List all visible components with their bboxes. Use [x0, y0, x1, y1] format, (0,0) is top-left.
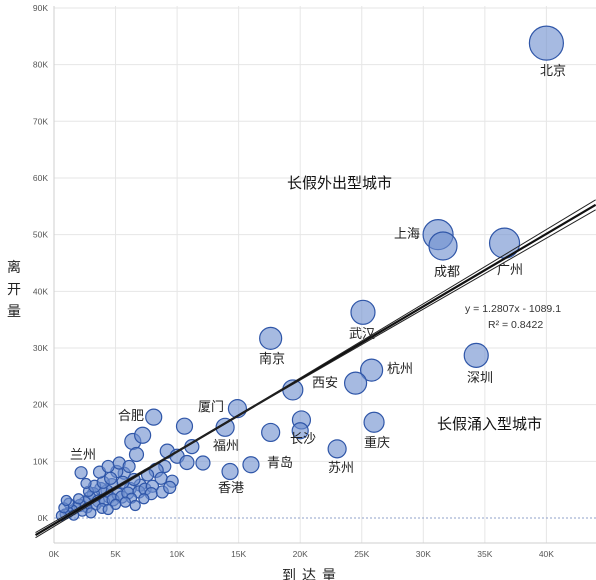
city-label: 杭州	[387, 362, 413, 377]
data-point	[60, 494, 72, 507]
y-tick-label: 90K	[33, 3, 48, 13]
x-tick-label: 0K	[49, 549, 60, 559]
city-label: 青岛	[267, 455, 293, 471]
data-point	[138, 493, 150, 505]
data-point	[221, 462, 239, 481]
data-point	[163, 480, 177, 494]
city-label: 成都	[434, 265, 460, 280]
data-point	[488, 227, 521, 259]
confidence-band-line	[35, 199, 596, 539]
city-label: 西安	[312, 376, 338, 391]
data-point	[74, 466, 88, 480]
y-axis-label-char: 开	[7, 282, 21, 298]
data-point	[104, 471, 118, 485]
city-label: 深圳	[467, 371, 493, 386]
y-tick-label: 50K	[33, 230, 48, 240]
data-point	[528, 25, 565, 61]
regression-equation: y = 1.2807x - 1089.1	[465, 303, 561, 315]
regression-layer	[34, 199, 596, 539]
axis-layer: 0K 10K 20K 30K 40K 50K 60K 70K 80K 90K 0K 5K 10K 15K 2…	[33, 3, 596, 559]
grid-layer	[54, 6, 596, 543]
data-point	[122, 459, 136, 474]
regression-r2: R² = 0.8422	[488, 319, 543, 331]
data-point	[195, 455, 211, 471]
data-point	[242, 456, 260, 474]
data-point	[73, 493, 85, 505]
data-point	[350, 299, 376, 325]
region-label-inflow: 长假涌入型城市	[437, 415, 542, 433]
city-label: 厦门	[198, 400, 224, 415]
city-label: 南京	[259, 351, 285, 367]
data-point	[359, 358, 384, 382]
data-point	[134, 426, 152, 444]
data-point	[102, 503, 114, 516]
x-tick-label: 25K	[354, 549, 369, 559]
y-tick-label: 0K	[38, 513, 49, 523]
data-point	[179, 454, 195, 471]
city-label: 武汉	[349, 327, 375, 342]
city-label: 苏州	[328, 460, 354, 476]
city-label: 长沙	[290, 432, 316, 447]
city-label: 合肥	[118, 409, 144, 424]
data-point	[327, 439, 347, 459]
data-point	[463, 342, 489, 368]
data-point	[129, 499, 141, 512]
x-tick-label: 5K	[110, 549, 121, 559]
data-point	[119, 496, 131, 508]
trend-line	[34, 203, 596, 537]
city-label: 兰州	[70, 448, 96, 463]
city-label: 香港	[218, 481, 244, 496]
x-tick-label: 20K	[293, 549, 308, 559]
data-point	[343, 371, 368, 395]
y-tick-label: 20K	[33, 400, 48, 410]
data-point	[128, 446, 145, 463]
data-point	[291, 422, 309, 440]
data-point	[428, 231, 458, 261]
data-point	[259, 326, 283, 350]
x-tick-label: 15K	[231, 549, 246, 559]
data-point	[145, 408, 163, 426]
data-point	[363, 411, 385, 433]
y-axis-label-char: 量	[7, 304, 21, 320]
y-axis-label: 离开量	[7, 259, 21, 320]
y-tick-label: 80K	[33, 60, 48, 70]
data-point	[101, 459, 115, 474]
y-tick-label: 70K	[33, 116, 48, 126]
region-label-outflow: 长假外出型城市	[287, 174, 392, 192]
x-tick-label: 35K	[477, 549, 492, 559]
data-point	[85, 507, 97, 519]
data-point	[80, 477, 92, 490]
confidence-band-line	[35, 209, 596, 534]
x-tick-label: 30K	[416, 549, 431, 559]
x-tick-label: 10K	[170, 549, 185, 559]
city-label: 重庆	[364, 435, 390, 451]
y-tick-label: 30K	[33, 343, 48, 353]
y-axis-label-char: 离	[7, 259, 21, 276]
data-point	[175, 417, 194, 435]
city-label: 广州	[497, 263, 523, 278]
x-axis-label: 到达量	[282, 568, 342, 580]
city-label: 上海	[394, 227, 420, 242]
x-tick-label: 40K	[539, 549, 554, 559]
city-label: 北京	[540, 64, 566, 79]
data-point	[261, 422, 281, 443]
y-tick-label: 60K	[33, 173, 48, 183]
y-tick-label: 40K	[33, 286, 48, 296]
city-label: 福州	[213, 439, 239, 454]
y-tick-label: 10K	[33, 456, 48, 466]
